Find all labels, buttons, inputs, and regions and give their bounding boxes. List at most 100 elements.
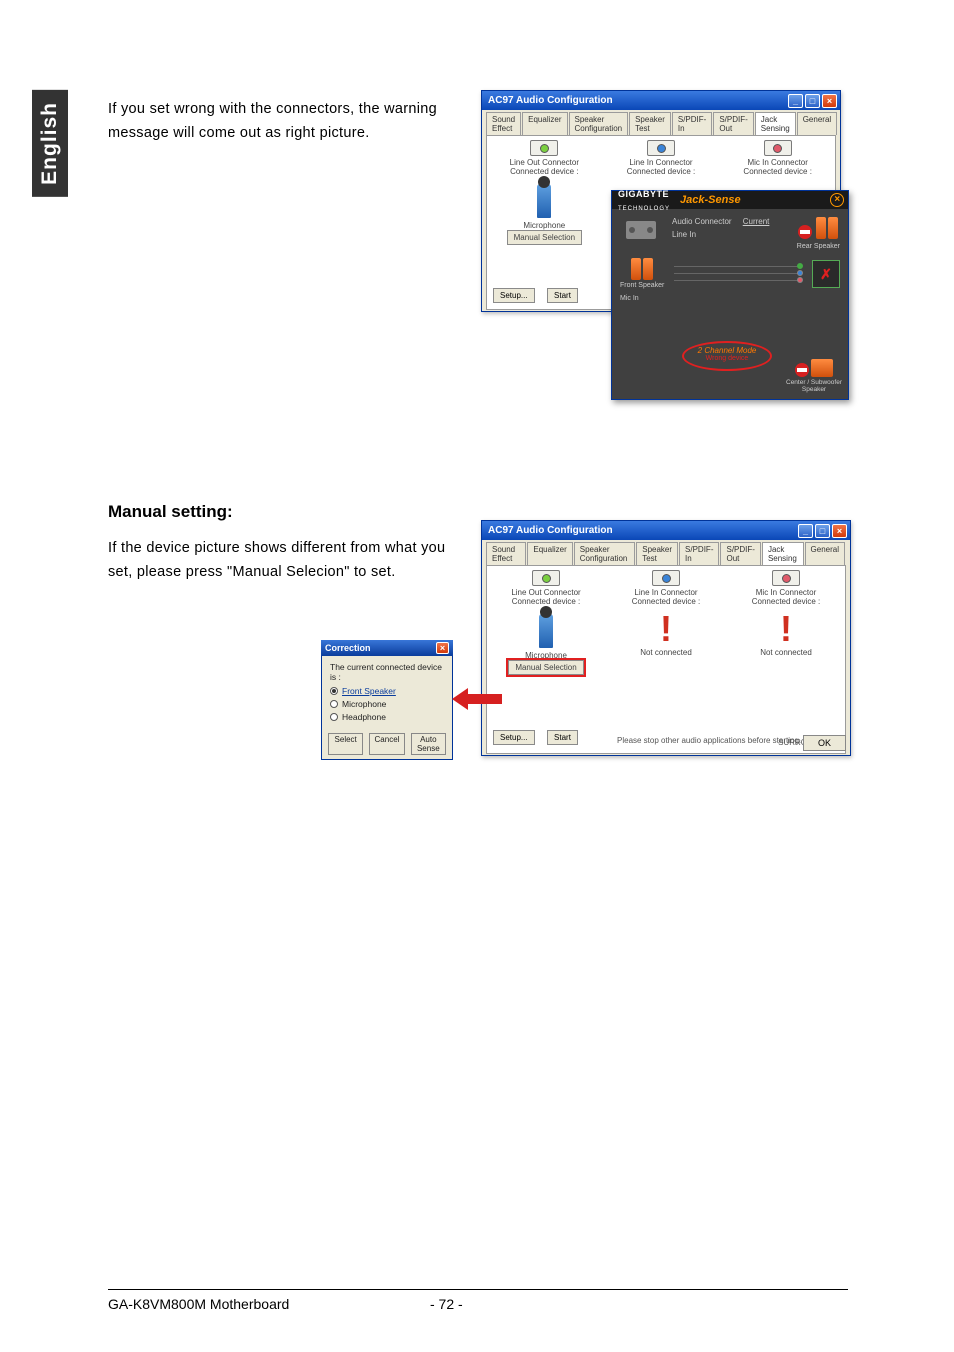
- radio-microphone[interactable]: Microphone: [330, 699, 444, 709]
- line-in-label: Line In Connector: [608, 158, 715, 167]
- tab-speaker-test[interactable]: Speaker Test: [629, 112, 671, 135]
- no-entry-icon-2: [795, 363, 809, 377]
- front-speaker-label: Front Speaker: [620, 282, 664, 289]
- mic-in-label: Mic In Connector: [724, 158, 831, 167]
- device-x-mark-icon: ✗: [812, 260, 840, 288]
- tab-s-pdif-in[interactable]: S/PDIF-In: [679, 542, 719, 565]
- manual-setting-paragraph: If the device picture shows different fr…: [108, 536, 468, 584]
- footer-page-number: - 72 -: [430, 1296, 463, 1312]
- tab-general[interactable]: General: [805, 542, 845, 565]
- window-titlebar-2: AC97 Audio Configuration _ □ ×: [482, 521, 850, 540]
- tab-sound-effect[interactable]: Sound Effect: [486, 112, 521, 135]
- manual-setting-heading: Manual setting:: [108, 502, 233, 522]
- jack-sense-title: Jack-Sense: [680, 194, 741, 206]
- connected-device-label-3: Connected device :: [724, 167, 831, 176]
- line-out-jack-icon: [530, 140, 558, 156]
- radio-front-speaker[interactable]: Front Speaker: [330, 686, 444, 696]
- connected-device-label-5: Connected device :: [611, 597, 721, 606]
- line-in-jack-icon: [647, 140, 675, 156]
- no-entry-icon: [798, 225, 812, 239]
- front-speaker-left-icon: [631, 258, 641, 280]
- microphone-label: Microphone: [491, 221, 598, 230]
- correction-close-icon[interactable]: ×: [436, 642, 449, 654]
- screenshot-manual-selection: AC97 Audio Configuration _ □ × Sound Eff…: [481, 520, 851, 757]
- wrong-device-text: Wrong device: [684, 355, 770, 362]
- mic-in-jack-icon-2: [772, 570, 800, 586]
- jack-sense-close-icon[interactable]: ×: [830, 193, 844, 207]
- tab-s-pdif-in[interactable]: S/PDIF-In: [672, 112, 712, 135]
- tab-jack-sensing[interactable]: Jack Sensing: [762, 542, 804, 565]
- footer-product-name: GA-K8VM800M Motherboard: [108, 1296, 289, 1312]
- tab-sound-effect[interactable]: Sound Effect: [486, 542, 526, 565]
- start-button[interactable]: Start: [547, 288, 578, 303]
- mic-in-connector-box-2: Mic In Connector Connected device : ! No…: [731, 570, 841, 675]
- subwoofer-icon: [811, 359, 833, 377]
- mic-in-label-2: Mic In Connector: [731, 588, 841, 597]
- microphone-device-icon-2: [539, 614, 553, 648]
- radio-headphone[interactable]: Headphone: [330, 712, 444, 722]
- not-connected-label-2: Not connected: [731, 648, 841, 657]
- tab-general[interactable]: General: [797, 112, 837, 135]
- language-tab: English: [32, 90, 68, 197]
- tab-strip-2: Sound EffectEqualizerSpeaker Configurati…: [482, 540, 850, 565]
- close-icon-2[interactable]: ×: [832, 524, 847, 538]
- line-out-connector-box-2: Line Out Connector Connected device : Mi…: [491, 570, 601, 675]
- maximize-icon-2[interactable]: □: [815, 524, 830, 538]
- channel-mode-text: 2 Channel Mode: [684, 346, 770, 355]
- channel-mode-warning-oval: 2 Channel Mode Wrong device: [682, 341, 772, 371]
- tab-strip: Sound EffectEqualizerSpeaker Configurati…: [482, 110, 840, 135]
- connected-device-label: Connected device :: [491, 167, 598, 176]
- intro-paragraph: If you set wrong with the connectors, th…: [108, 97, 468, 145]
- start-button-2[interactable]: Start: [547, 730, 578, 745]
- tab-equalizer[interactable]: Equalizer: [522, 112, 567, 135]
- microphone-device-icon: [537, 184, 551, 218]
- manual-selection-button-highlighted[interactable]: Manual Selection: [508, 660, 583, 675]
- correction-title: Correction: [325, 643, 371, 653]
- minimize-icon-2[interactable]: _: [798, 524, 813, 538]
- line-out-connector-box: Line Out Connector Connected device : Mi…: [491, 140, 598, 245]
- correction-titlebar: Correction ×: [321, 640, 453, 656]
- ok-button[interactable]: OK: [803, 735, 846, 751]
- window-title-2: AC97 Audio Configuration: [488, 525, 613, 536]
- tab-jack-sensing[interactable]: Jack Sensing: [755, 112, 796, 135]
- tab-speaker-configuration[interactable]: Speaker Configuration: [569, 112, 629, 135]
- footer-divider: [108, 1289, 848, 1290]
- setup-button[interactable]: Setup...: [493, 288, 535, 303]
- line-in-connector-box-2: Line In Connector Connected device : ! N…: [611, 570, 721, 675]
- mic-in-jack-icon: [764, 140, 792, 156]
- tab-speaker-test[interactable]: Speaker Test: [636, 542, 678, 565]
- minimize-icon[interactable]: _: [788, 94, 803, 108]
- line-out-jack-icon-2: [532, 570, 560, 586]
- rear-speaker-label: Rear Speaker: [797, 243, 840, 250]
- line-in-jack-icon-2: [652, 570, 680, 586]
- line-out-label-2: Line Out Connector: [491, 588, 601, 597]
- close-icon[interactable]: ×: [822, 94, 837, 108]
- connected-device-label-2: Connected device :: [608, 167, 715, 176]
- speakers-illustration-icon: [622, 217, 662, 243]
- correction-auto-sense-button[interactable]: Auto Sense: [411, 733, 446, 755]
- line-out-label: Line Out Connector: [491, 158, 598, 167]
- mic-in-row-label: Mic In: [620, 295, 840, 302]
- front-speaker-right-icon: [643, 258, 653, 280]
- tab-equalizer[interactable]: Equalizer: [527, 542, 572, 565]
- maximize-icon[interactable]: □: [805, 94, 820, 108]
- manual-selection-button[interactable]: Manual Selection: [507, 230, 582, 245]
- exclamation-icon: !: [658, 612, 674, 646]
- connected-device-label-4: Connected device :: [491, 597, 601, 606]
- tab-s-pdif-out[interactable]: S/PDIF-Out: [720, 542, 760, 565]
- tab-s-pdif-out[interactable]: S/PDIF-Out: [713, 112, 753, 135]
- rear-speaker-right-icon: [828, 217, 838, 239]
- red-arrow-icon: [452, 688, 502, 710]
- correction-cancel-button[interactable]: Cancel: [369, 733, 404, 755]
- tab-speaker-configuration[interactable]: Speaker Configuration: [574, 542, 635, 565]
- connected-device-label-6: Connected device :: [731, 597, 841, 606]
- current-label: Current: [743, 217, 770, 226]
- correction-select-button[interactable]: Select: [328, 733, 363, 755]
- line-in-row-label: Line In: [672, 230, 789, 239]
- correction-current-label: The current connected device is :: [330, 662, 444, 682]
- setup-button-2[interactable]: Setup...: [493, 730, 535, 745]
- rear-speaker-left-icon: [816, 217, 826, 239]
- audio-connector-label: Audio Connector: [672, 217, 732, 226]
- line-in-label-2: Line In Connector: [611, 588, 721, 597]
- exclamation-icon-2: !: [778, 612, 794, 646]
